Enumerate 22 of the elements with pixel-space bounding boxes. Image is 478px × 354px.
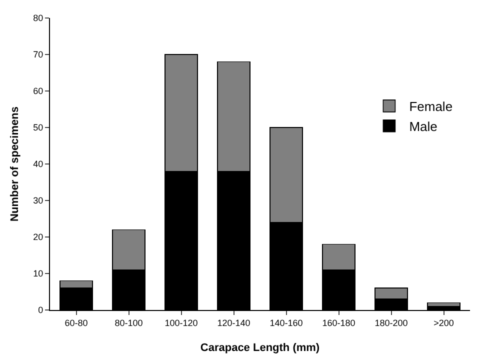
- y-tick-label: 50: [33, 122, 44, 133]
- x-axis-title: Carapace Length (mm): [200, 342, 320, 354]
- x-tick-label: 160-180: [322, 318, 356, 328]
- y-tick-label: 10: [33, 268, 44, 279]
- legend-label: Female: [409, 99, 453, 114]
- x-tick-label: 140-160: [270, 318, 303, 328]
- x-tick-label: 180-200: [374, 318, 408, 328]
- y-tick-label: 70: [33, 50, 44, 60]
- x-tick-label: 80-100: [114, 318, 143, 328]
- y-tick-label: 30: [33, 196, 44, 206]
- bar: [427, 302, 460, 307]
- y-tick-label: 60: [33, 86, 44, 96]
- y-axis-title: Number of specimens: [9, 106, 21, 222]
- x-tick-label: 100-120: [164, 318, 198, 328]
- y-tick-label: 40: [33, 159, 44, 170]
- y-tick-label: 80: [33, 13, 44, 24]
- y-tick-label: 20: [33, 232, 44, 242]
- y-tick-label: 0: [38, 305, 44, 316]
- legend-label: Male: [409, 118, 438, 134]
- x-tick-label: 120-140: [217, 318, 250, 328]
- x-tick-label: >200: [434, 318, 454, 328]
- x-tick-label: 60-80: [64, 318, 88, 328]
